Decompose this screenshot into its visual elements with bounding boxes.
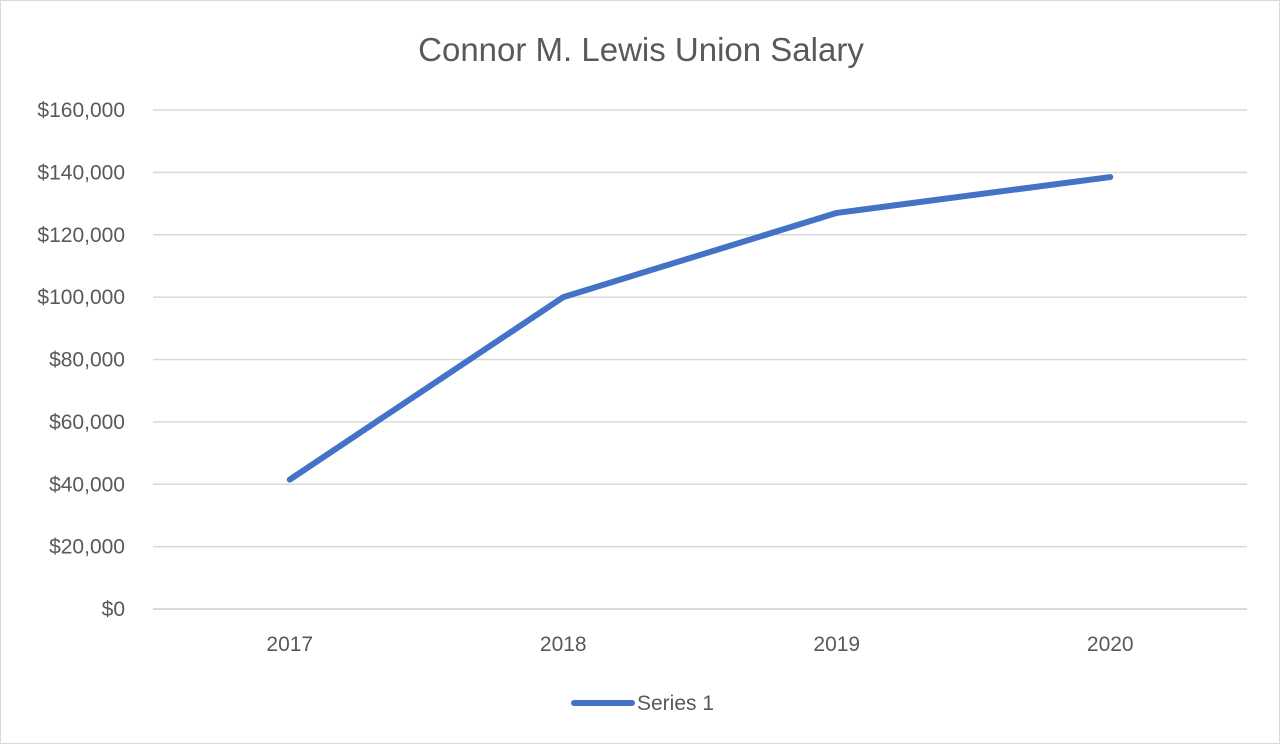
- y-tick-label: $40,000: [49, 473, 125, 496]
- series-lines: [290, 177, 1111, 480]
- x-tick-label: 2020: [1087, 633, 1134, 656]
- chart-title: Connor M. Lewis Union Salary: [418, 31, 864, 68]
- series-line-1: [290, 177, 1111, 480]
- x-tick-label: 2018: [540, 633, 587, 656]
- y-tick-label: $100,000: [37, 286, 125, 309]
- y-tick-label: $120,000: [37, 224, 125, 247]
- y-axis-ticks: $0 $20,000 $40,000 $60,000 $80,000 $100,000 $1…: [37, 99, 125, 621]
- legend: Series 1: [574, 692, 714, 715]
- y-tick-label: $160,000: [37, 99, 125, 122]
- y-tick-label: $60,000: [49, 411, 125, 434]
- y-tick-label: $0: [102, 598, 125, 621]
- x-tick-label: 2017: [266, 633, 313, 656]
- y-tick-label: $80,000: [49, 349, 125, 372]
- y-tick-label: $20,000: [49, 536, 125, 559]
- x-axis-ticks: 2017 2018 2019 2020: [266, 633, 1133, 656]
- y-tick-label: $140,000: [37, 161, 125, 184]
- legend-label-series-1: Series 1: [637, 692, 714, 715]
- gridlines: [153, 110, 1247, 609]
- x-tick-label: 2019: [813, 633, 860, 656]
